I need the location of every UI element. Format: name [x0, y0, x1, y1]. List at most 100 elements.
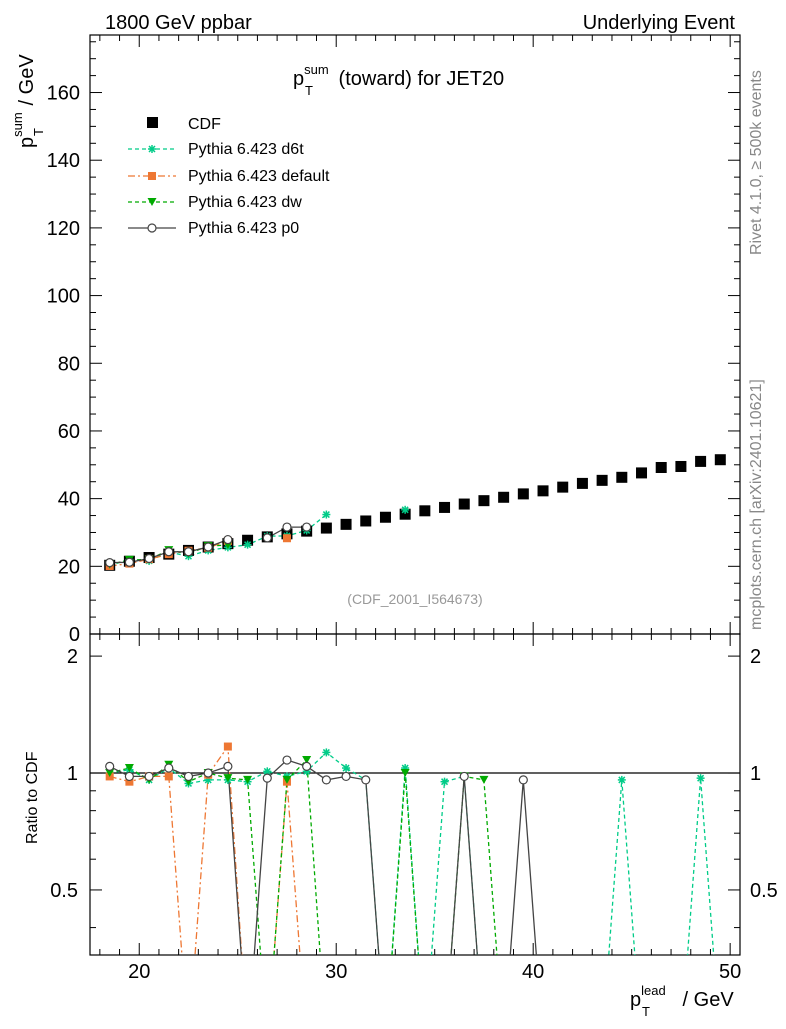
- data-point-cdf: [537, 485, 549, 497]
- data-point-cdf: [399, 508, 411, 520]
- y-axis-label: psum T / GeV: [10, 54, 46, 148]
- legend-item-dw: Pythia 6.423 dw: [128, 194, 302, 211]
- ratio-point: [282, 775, 292, 784]
- data-point-cdf: [360, 515, 372, 527]
- data-point: [183, 547, 194, 557]
- ratio-point: [440, 777, 449, 786]
- star-stroke: [322, 511, 330, 519]
- legend-item-d6t: Pythia 6.423 d6t: [128, 141, 304, 158]
- data-point-cdf: [576, 477, 588, 489]
- analysis-watermark: (CDF_2001_I564673): [347, 591, 482, 607]
- ratio-point: [518, 775, 528, 785]
- data-point: [262, 533, 272, 543]
- data-point-cdf: [596, 474, 608, 486]
- star-stroke: [401, 506, 409, 514]
- star-stroke: [697, 774, 705, 782]
- data-point-cdf: [517, 488, 529, 500]
- ratio-point: [223, 742, 232, 751]
- ratio-line-pythia-6.423-p0: [109, 759, 537, 955]
- star-stroke: [322, 748, 330, 756]
- legend-label-default: Pythia 6.423 default: [188, 168, 330, 185]
- data-point: [282, 522, 292, 532]
- data-point-cdf: [478, 495, 490, 507]
- ratio-point: [243, 775, 253, 784]
- ratio-point: [459, 771, 469, 782]
- x-axis-label: plead T / GeV: [630, 983, 734, 1019]
- x-tick-label: 30: [325, 961, 347, 983]
- y-tick-label: 140: [47, 150, 80, 172]
- plot-layer: 20 30 40 50 0 20 40 60 80 100 120 140 160 0.5 0.5 1 1 2 2: [47, 34, 778, 983]
- star-stroke: [263, 767, 271, 775]
- data-point-cdf: [714, 454, 726, 466]
- ratio-point: [696, 774, 705, 783]
- ratio-tick-label: 1: [67, 763, 78, 785]
- ratio-point: [164, 772, 173, 781]
- legend-label-p0: Pythia 6.423 p0: [188, 220, 299, 237]
- ratio-point: [263, 767, 272, 776]
- star-stroke: [244, 541, 252, 549]
- ratio-tick-label: 2: [67, 646, 78, 668]
- ratio-point: [262, 773, 272, 783]
- star-stroke: [441, 778, 449, 786]
- y-tick-label: 100: [47, 286, 80, 308]
- ratio-tick-label-right: 0.5: [750, 880, 778, 902]
- data-point-cdf: [379, 511, 391, 523]
- mcplots-note: mcplots.cern.ch [arXiv:2401.10621]: [748, 379, 765, 630]
- data-point-cdf: [419, 505, 431, 517]
- x-tick-label: 20: [128, 961, 150, 983]
- data-point: [144, 553, 154, 564]
- rivet-note: Rivet 4.1.0, ≥ 500k events: [748, 70, 765, 255]
- plot-title: psum T (toward) for JET20: [293, 62, 504, 98]
- main-plot-area: [104, 454, 726, 571]
- ratio-point: [400, 769, 410, 778]
- ratio-point: [302, 756, 312, 765]
- ratio-line-pythia-6.423-dw: [109, 758, 498, 955]
- ratio-point: [479, 775, 489, 784]
- data-point-cdf: [675, 460, 687, 472]
- data-point: [105, 557, 115, 568]
- data-point-cdf: [242, 534, 254, 546]
- data-point-cdf: [439, 501, 451, 513]
- ratio-point: [223, 761, 233, 772]
- legend: CDF Pythia 6.423 d6t Pythia 6.423 defaul…: [128, 116, 330, 237]
- ratio-point: [144, 771, 154, 782]
- legend-item-default: Pythia 6.423 default: [128, 168, 330, 185]
- star-stroke: [618, 776, 626, 784]
- y-tick-label: 0: [69, 624, 80, 646]
- ratio-point: [321, 775, 331, 785]
- data-point: [243, 540, 252, 549]
- ratio-point: [124, 771, 134, 782]
- data-point-cdf: [340, 518, 352, 530]
- data-point-cdf: [498, 491, 510, 503]
- y-tick-label: 160: [47, 83, 80, 105]
- legend-item-cdf: CDF: [147, 116, 221, 133]
- y-tick-label: 60: [58, 421, 80, 443]
- data-point-cdf: [636, 467, 648, 479]
- data-point: [322, 510, 331, 519]
- ratio-point: [105, 769, 115, 778]
- data-point: [164, 547, 174, 557]
- ratio-tick-label-right: 1: [750, 763, 761, 785]
- data-point: [302, 522, 312, 532]
- data-point: [401, 505, 410, 514]
- ratio-point: [361, 775, 371, 785]
- ratio-point: [617, 775, 626, 784]
- star-stroke: [342, 764, 350, 772]
- x-tick-label: 40: [522, 961, 544, 983]
- header-right: Underlying Event: [583, 12, 736, 34]
- ratio-point: [203, 768, 213, 778]
- x-tick-label: 50: [719, 961, 741, 983]
- data-point-cdf: [320, 522, 332, 534]
- ratio-plot-area: [105, 742, 715, 955]
- data-point-cdf: [655, 461, 667, 473]
- data-point: [282, 534, 291, 543]
- ratio-point: [302, 761, 312, 772]
- ratio-point: [105, 761, 115, 772]
- ratio-point: [282, 755, 292, 765]
- y-tick-label: 120: [47, 218, 80, 240]
- ratio-point: [223, 774, 233, 783]
- header-left: 1800 GeV ppbar: [105, 12, 252, 34]
- legend-item-p0: Pythia 6.423 p0: [128, 220, 299, 237]
